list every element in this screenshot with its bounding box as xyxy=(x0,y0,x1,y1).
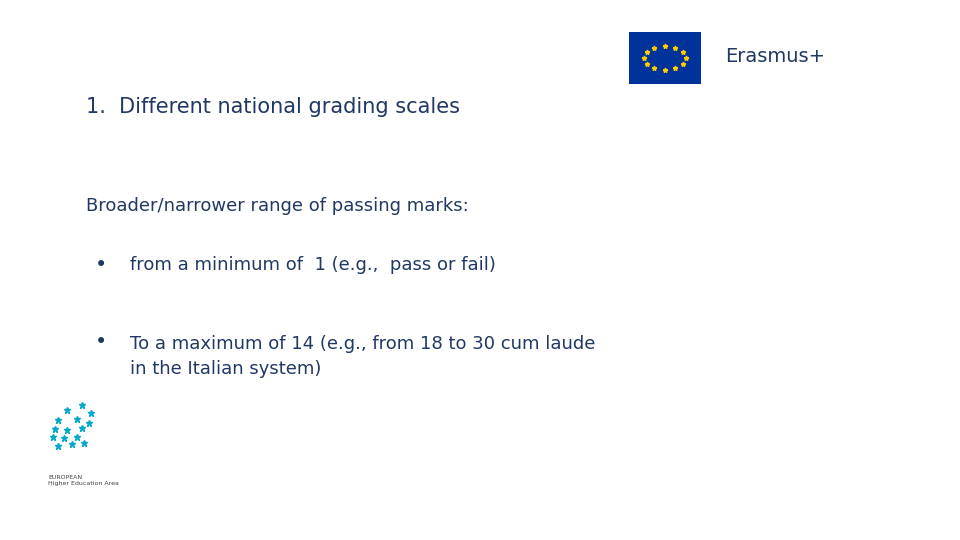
Text: EUROPEAN
Higher Education Area: EUROPEAN Higher Education Area xyxy=(48,475,119,486)
Text: Erasmus+: Erasmus+ xyxy=(725,47,825,66)
Text: •: • xyxy=(95,255,107,275)
FancyBboxPatch shape xyxy=(629,32,701,84)
Text: Broader/narrower range of passing marks:: Broader/narrower range of passing marks: xyxy=(86,197,469,215)
Text: from a minimum of  1 (e.g.,  pass or fail): from a minimum of 1 (e.g., pass or fail) xyxy=(130,256,495,274)
Text: 1.  Different national grading scales: 1. Different national grading scales xyxy=(86,97,461,117)
Text: •: • xyxy=(95,332,107,352)
Text: To a maximum of 14 (e.g., from 18 to 30 cum laude
in the Italian system): To a maximum of 14 (e.g., from 18 to 30 … xyxy=(130,335,595,378)
